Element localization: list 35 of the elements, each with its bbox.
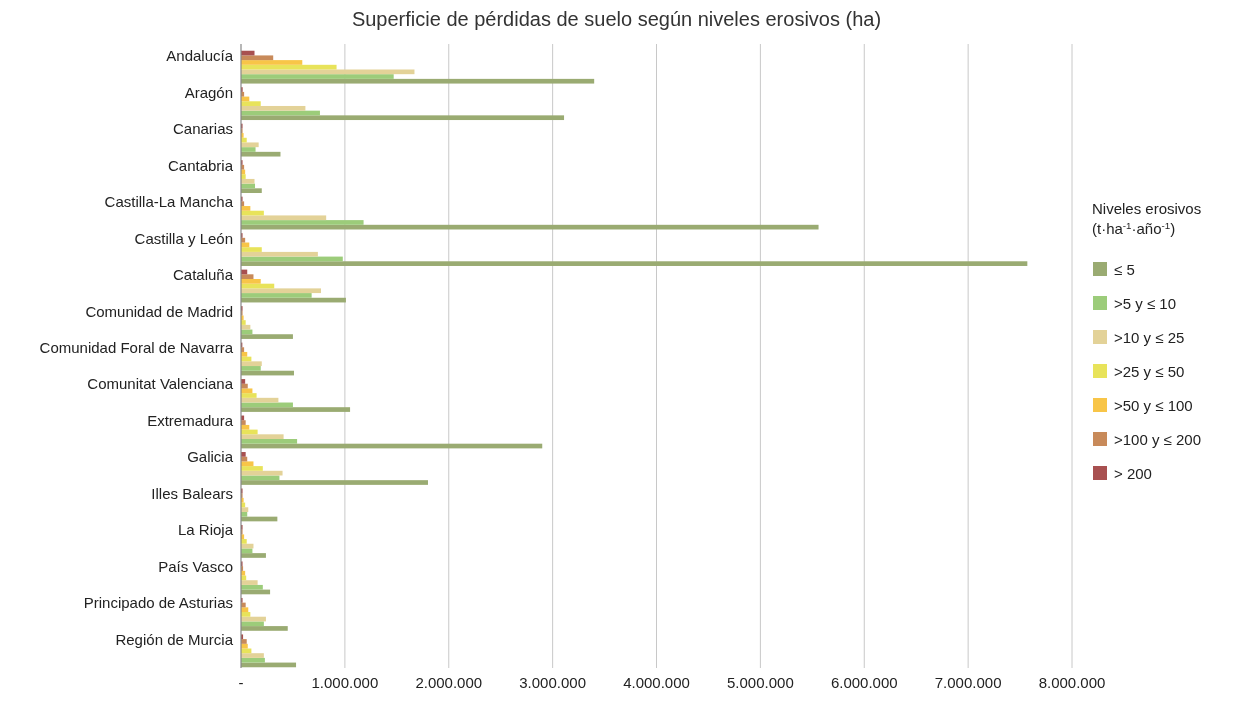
- legend-title: Niveles erosivos (t·ha$^{-1}$·año$^{-1}$): [1092, 200, 1202, 237]
- x-tick-label: 1.000.000: [311, 674, 379, 691]
- y-tick-label: Comunidad de Madrid: [85, 302, 233, 320]
- legend-label: ≤ 5: [1114, 261, 1135, 278]
- y-tick-label: Illes Balears: [151, 484, 233, 502]
- y-tick-label: Extremadura: [147, 411, 234, 429]
- x-tick-label: 6.000.000: [830, 674, 898, 691]
- x-tick-label: -: [238, 674, 244, 691]
- y-tick-label: La Rioja: [177, 521, 234, 539]
- y-tick-label: Comunidad Foral de Navarra: [39, 339, 234, 356]
- legend-label: >5 y ≤ 10: [1114, 295, 1177, 312]
- legend-label: >100 y ≤ 200: [1114, 431, 1202, 448]
- x-tick-label: 5.000.000: [727, 674, 794, 691]
- x-tick-label: 7.000.000: [934, 674, 1002, 691]
- y-tick-label: Principado de Asturias: [83, 594, 233, 612]
- y-tick-label: Andalucía: [166, 47, 234, 65]
- y-tick-label: Cantabria: [167, 156, 234, 174]
- y-tick-label: Cataluña: [172, 266, 234, 284]
- x-tick-label: 3.000.000: [519, 674, 586, 691]
- y-tick-label: Canarias: [172, 120, 233, 138]
- y-tick-label: Aragón: [184, 83, 233, 101]
- x-tick-label: 2.000.000: [415, 674, 483, 691]
- legend-label: > 200: [1114, 465, 1152, 482]
- y-tick-label: País Vasco: [158, 557, 233, 575]
- y-tick-label: Castilla y León: [134, 229, 233, 247]
- y-tick-label: Región de Murcia: [115, 630, 234, 648]
- x-tick-label: 8.000.000: [1038, 674, 1106, 691]
- y-tick-label: Galicia: [187, 448, 234, 466]
- y-tick-label: Castilla-La Mancha: [104, 193, 234, 211]
- chart-title: Superficie de pérdidas de suelo según niveles erosivos (ha): [351, 8, 882, 30]
- legend-label: >25 y ≤ 50: [1114, 363, 1185, 380]
- y-tick-label: Comunitat Valenciana: [87, 375, 234, 393]
- x-tick-label: 4.000.000: [623, 674, 690, 691]
- legend-label: >50 y ≤ 100: [1114, 397, 1193, 414]
- legend-label: >10 y ≤ 25: [1114, 329, 1185, 346]
